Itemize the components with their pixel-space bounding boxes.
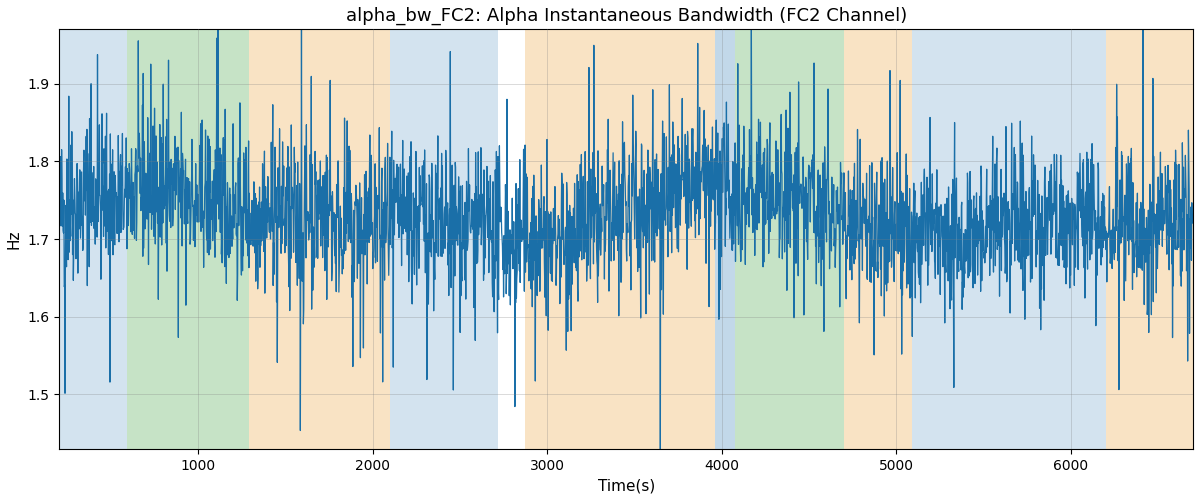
X-axis label: Time(s): Time(s) <box>598 478 655 493</box>
Bar <box>59 30 127 449</box>
Bar <box>127 30 248 449</box>
Bar <box>912 30 1105 449</box>
Bar <box>844 30 912 449</box>
Bar <box>524 30 715 449</box>
Bar <box>390 30 498 449</box>
Bar <box>248 30 390 449</box>
Bar <box>734 30 844 449</box>
Title: alpha_bw_FC2: Alpha Instantaneous Bandwidth (FC2 Channel): alpha_bw_FC2: Alpha Instantaneous Bandwi… <box>346 7 907 25</box>
Bar <box>715 30 734 449</box>
Y-axis label: Hz: Hz <box>7 230 22 249</box>
Bar <box>1105 30 1193 449</box>
